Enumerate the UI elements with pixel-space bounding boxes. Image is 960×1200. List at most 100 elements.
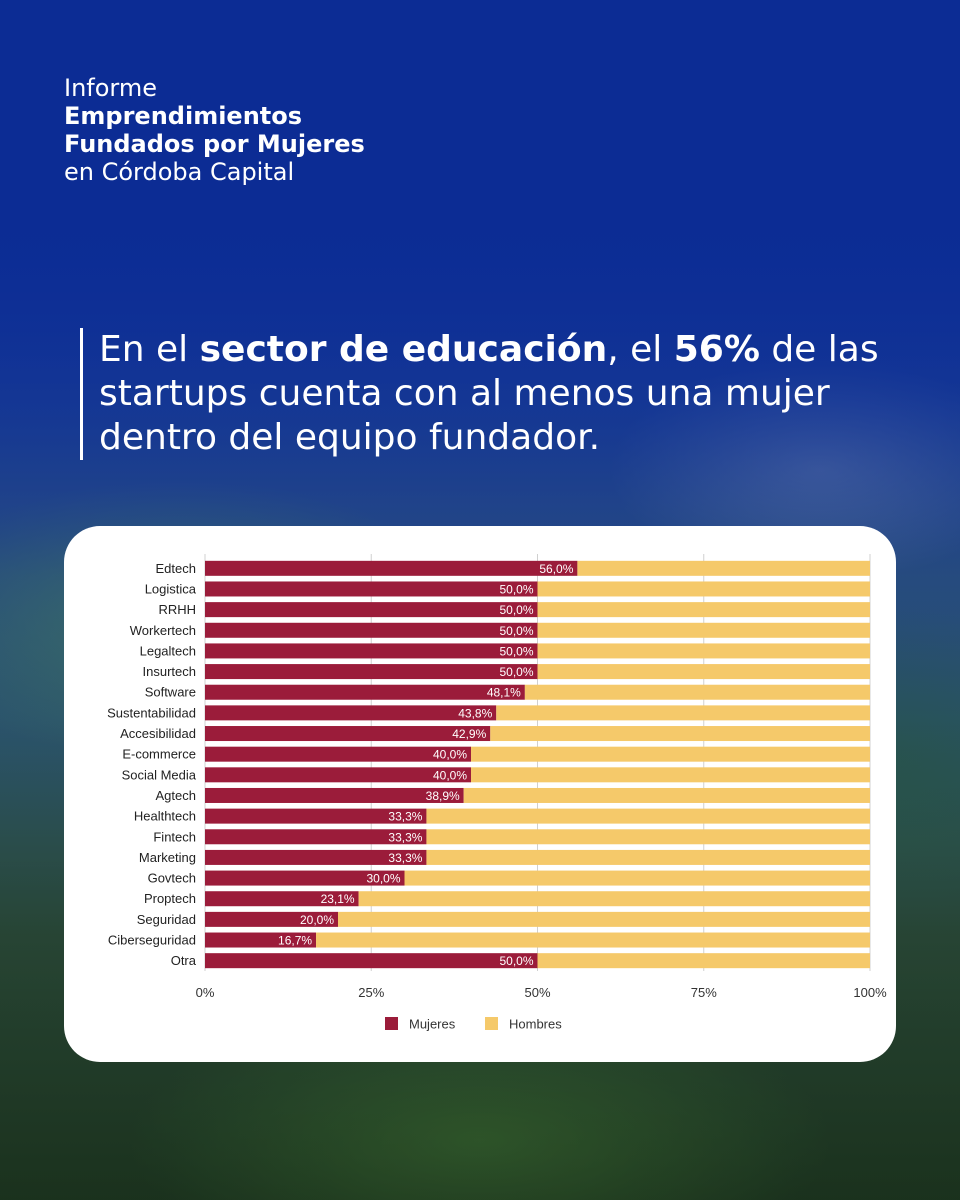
bar-hombres bbox=[463, 787, 870, 803]
headline-text-3: de las startups cuenta con al menos una … bbox=[99, 329, 879, 458]
bar-hombres bbox=[358, 891, 870, 907]
bar-hombres bbox=[577, 560, 870, 576]
category-label: Social Media bbox=[122, 767, 197, 782]
bar-hombres bbox=[537, 581, 870, 597]
bar-hombres bbox=[524, 684, 870, 700]
legend-label-mujeres: Mujeres bbox=[409, 1017, 456, 1032]
bar-hombres bbox=[426, 829, 870, 845]
data-label: 23,1% bbox=[321, 892, 355, 906]
bar-mujeres bbox=[205, 767, 471, 783]
category-label: RRHH bbox=[158, 602, 196, 617]
data-label: 50,0% bbox=[499, 665, 533, 679]
data-label: 50,0% bbox=[499, 644, 533, 658]
x-tick-label: 50% bbox=[524, 985, 550, 1000]
bar-mujeres bbox=[205, 870, 405, 886]
data-label: 43,8% bbox=[458, 706, 492, 720]
headline-text-2: , el bbox=[607, 329, 674, 370]
bar-mujeres bbox=[205, 602, 538, 618]
bar-hombres bbox=[426, 808, 870, 824]
category-label: Proptech bbox=[144, 891, 196, 906]
bar-mujeres bbox=[205, 849, 427, 865]
x-tick-label: 100% bbox=[853, 985, 887, 1000]
bar-hombres bbox=[537, 602, 870, 618]
bar-mujeres bbox=[205, 829, 427, 845]
bar-hombres bbox=[316, 932, 870, 948]
data-label: 42,9% bbox=[452, 727, 486, 741]
bar-hombres bbox=[537, 622, 870, 638]
bar-mujeres bbox=[205, 622, 538, 638]
stacked-bar-chart: 0% 25% 50% 75% 100% Edtech 56,0% Logistica 50,0%… bbox=[107, 554, 887, 1032]
category-label: Insurtech bbox=[143, 664, 196, 679]
report-title-line3: Fundados por Mujeres bbox=[64, 130, 365, 158]
bar-hombres bbox=[537, 664, 870, 680]
x-tick-label: 25% bbox=[358, 985, 384, 1000]
headline: En el sector de educación, el 56% de las… bbox=[80, 328, 899, 460]
bar-mujeres bbox=[205, 891, 359, 907]
x-tick-label: 75% bbox=[691, 985, 717, 1000]
data-label: 33,3% bbox=[388, 810, 422, 824]
bar-hombres bbox=[537, 953, 870, 969]
bar-mujeres bbox=[205, 664, 538, 680]
report-title: Informe Emprendimientos Fundados por Muj… bbox=[64, 74, 365, 186]
bar-hombres bbox=[426, 849, 870, 865]
headline-bold-sector: sector de educación bbox=[199, 329, 608, 370]
data-label: 33,3% bbox=[388, 851, 422, 865]
report-title-line4: en Córdoba Capital bbox=[64, 158, 295, 186]
category-label: Fintech bbox=[153, 829, 196, 844]
bar-mujeres bbox=[205, 684, 525, 700]
bar-mujeres bbox=[205, 911, 338, 927]
bar-hombres bbox=[471, 746, 870, 762]
category-label: Agtech bbox=[156, 788, 196, 803]
data-label: 48,1% bbox=[487, 686, 521, 700]
data-label: 38,9% bbox=[426, 789, 460, 803]
bar-mujeres bbox=[205, 932, 317, 948]
bar-mujeres bbox=[205, 808, 427, 824]
category-label: Workertech bbox=[130, 623, 196, 638]
legend-swatch-hombres bbox=[485, 1017, 498, 1030]
category-label: Healthtech bbox=[134, 809, 196, 824]
category-label: Ciberseguridad bbox=[108, 933, 196, 948]
bar-mujeres bbox=[205, 560, 578, 576]
bar-mujeres bbox=[205, 643, 538, 659]
bar-hombres bbox=[537, 643, 870, 659]
category-label: Sustentabilidad bbox=[107, 705, 196, 720]
bar-hombres bbox=[338, 911, 870, 927]
legend-swatch-mujeres bbox=[385, 1017, 398, 1030]
bar-hombres bbox=[471, 767, 870, 783]
data-label: 50,0% bbox=[499, 582, 533, 596]
x-tick-label: 0% bbox=[196, 985, 215, 1000]
category-label: E-commerce bbox=[122, 747, 196, 762]
category-label: Legaltech bbox=[140, 643, 196, 658]
headline-bold-percent: 56% bbox=[673, 329, 760, 370]
bar-mujeres bbox=[205, 705, 497, 721]
data-label: 50,0% bbox=[499, 603, 533, 617]
bar-hombres bbox=[404, 870, 870, 886]
data-label: 40,0% bbox=[433, 748, 467, 762]
report-title-line1: Informe bbox=[64, 74, 158, 102]
category-label: Otra bbox=[171, 953, 197, 968]
headline-text-1: En el bbox=[99, 329, 200, 370]
category-label: Software bbox=[145, 685, 196, 700]
category-label: Logistica bbox=[145, 581, 197, 596]
bar-hombres bbox=[496, 705, 870, 721]
legend-label-hombres: Hombres bbox=[509, 1017, 562, 1032]
bar-mujeres bbox=[205, 581, 538, 597]
bar-mujeres bbox=[205, 726, 491, 742]
category-label: Marketing bbox=[139, 850, 196, 865]
category-label: Accesibilidad bbox=[120, 726, 196, 741]
data-label: 33,3% bbox=[388, 830, 422, 844]
category-label: Edtech bbox=[156, 561, 196, 576]
bar-mujeres bbox=[205, 787, 464, 803]
bar-mujeres bbox=[205, 746, 471, 762]
data-label: 20,0% bbox=[300, 913, 334, 927]
data-label: 16,7% bbox=[278, 934, 312, 948]
category-label: Govtech bbox=[148, 871, 196, 886]
data-label: 30,0% bbox=[366, 872, 400, 886]
data-label: 40,0% bbox=[433, 768, 467, 782]
data-label: 50,0% bbox=[499, 954, 533, 968]
category-label: Seguridad bbox=[137, 912, 196, 927]
data-label: 56,0% bbox=[539, 562, 573, 576]
bar-hombres bbox=[490, 726, 870, 742]
chart-card: 0% 25% 50% 75% 100% Edtech 56,0% Logistica 50,0%… bbox=[64, 526, 896, 1062]
bar-mujeres bbox=[205, 953, 538, 969]
